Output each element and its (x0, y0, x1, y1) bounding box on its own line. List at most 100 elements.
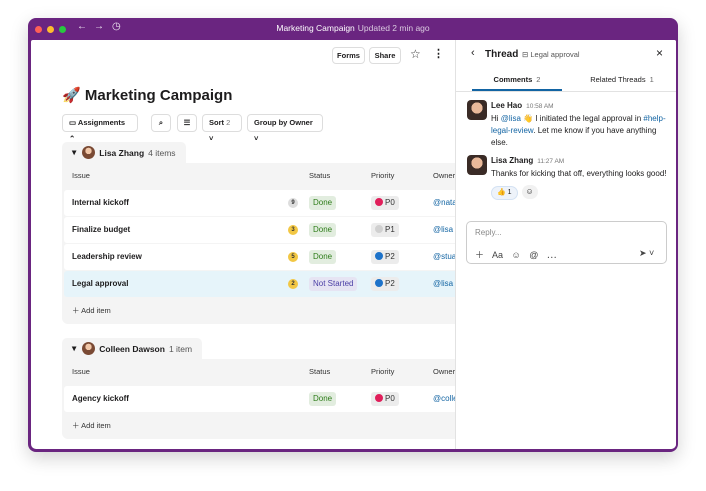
priority-label: P2 (385, 252, 395, 261)
add-item-label: Add item (81, 421, 111, 430)
star-icon[interactable]: ☆ (410, 47, 421, 61)
author-avatar (467, 100, 487, 120)
column-header: Owner (433, 171, 456, 180)
reply-placeholder: Reply... (475, 228, 502, 237)
plus-icon: ＋ (72, 306, 82, 315)
add-item-label: Add item (81, 306, 111, 315)
priority-pill: P2 (371, 250, 399, 264)
tab-count: 1 (649, 75, 654, 84)
priority-dot (375, 252, 383, 260)
text-run: 👋 I initiated the legal approval in (520, 114, 644, 123)
status-pill: Done (309, 250, 337, 264)
sort-button[interactable]: Sort 2 ˅ (202, 114, 242, 143)
group-button[interactable]: Group by Owner ˅ (247, 114, 323, 143)
priority-dot (375, 198, 383, 206)
priority-cell: P0 (371, 190, 399, 216)
issue-name: Finalize budget (72, 225, 131, 234)
groups: ▾ Lisa Zhang 4 items Issue Status Priority Own… (62, 142, 458, 439)
message: Lisa Zhang 11:27 AM Thanks for kicking tha… (467, 155, 672, 200)
message-header: Lisa Zhang 11:27 AM (491, 155, 672, 168)
status-cell: Done (309, 190, 337, 216)
back-icon[interactable]: ‹ (471, 47, 475, 59)
back-arrow[interactable]: ← (77, 21, 87, 32)
share-button[interactable]: Share (369, 47, 401, 64)
history-icon[interactable]: ◷ (112, 21, 121, 32)
owner-cell: @stua (433, 252, 457, 261)
column-header: Priority (371, 367, 395, 376)
updated-text: Updated 2 min ago (357, 23, 430, 33)
status-pill: Done (309, 223, 337, 237)
close-icon[interactable]: × (656, 46, 664, 60)
message-text: Hi @lisa 👋 I initiated the legal approva… (491, 113, 672, 149)
title-text: Marketing Campaign (276, 23, 355, 33)
column-header: Issue (72, 171, 90, 180)
page-title: Marketing Campaign (84, 87, 233, 104)
tab-divider (456, 91, 676, 92)
mention-link[interactable]: @lisa (500, 114, 521, 123)
add-item[interactable]: ＋ Add item (64, 298, 455, 324)
forward-arrow[interactable]: → (94, 21, 104, 32)
search-button[interactable]: ⌕ (151, 114, 171, 132)
thread-title: Thread (485, 49, 519, 60)
assignments-button[interactable]: ▭ Assignments ⌃ (62, 114, 138, 143)
author-avatar (467, 155, 487, 175)
column-header: Issue (72, 367, 90, 376)
issue-row[interactable]: Finalize budget 3 Done P1 @lisa (64, 217, 455, 243)
priority-pill: P1 (371, 223, 399, 237)
message-body: Lee Hao 10:58 AM Hi @lisa 👋 I initiated th… (491, 100, 672, 149)
issue-name: Legal approval (72, 279, 129, 288)
comment-badge: 3 (288, 225, 298, 235)
reaction[interactable]: 👍 1 (491, 186, 518, 200)
caret: ▾ (72, 147, 77, 157)
forms-button[interactable]: Forms (332, 47, 365, 64)
close-dot[interactable] (35, 26, 42, 33)
priority-pill: P2 (371, 277, 399, 291)
priority-dot (375, 394, 383, 402)
plus-icon: ＋ (72, 421, 82, 430)
minimize-dot[interactable] (47, 26, 54, 33)
status-cell: Done (309, 244, 337, 270)
caret: ▾ (72, 343, 77, 353)
issue-row[interactable]: Legal approval 2 Not Started P2 @lisa (64, 271, 455, 297)
reply-box[interactable]: Reply... ＋ Aa ☺ @ ⋯ ➤ ˅ (466, 221, 667, 264)
item-count: 4 items (148, 147, 176, 158)
priority-pill: P0 (371, 392, 399, 406)
tab-label: Related Threads (590, 75, 646, 84)
owner-cell: @colle (433, 394, 458, 403)
owner-avatar (82, 146, 96, 159)
group-header[interactable]: ▾ Colleen Dawson 1 item (62, 338, 203, 359)
active-tab-underline (472, 89, 562, 91)
issue-row[interactable]: Leadership review 5 Done P2 @stua (64, 244, 457, 270)
message-time: 10:58 AM (526, 103, 554, 110)
owner-avatar (82, 342, 96, 355)
tab-count: 2 (536, 75, 541, 84)
comments-tab[interactable]: Comments 2 (472, 75, 562, 84)
sort-label: Sort (209, 118, 224, 127)
add-reaction[interactable]: ☺ (521, 185, 538, 199)
related-tab[interactable]: Related Threads 1 (576, 75, 668, 84)
comment-badge: 9 (288, 198, 298, 208)
send-icon[interactable]: ➤ ˅ (639, 248, 655, 258)
group-header[interactable]: ▾ Lisa Zhang 4 items (62, 142, 186, 163)
mention-link[interactable]: #help-legal-review (491, 114, 666, 135)
author-name: Lisa Zhang (491, 156, 534, 165)
issue-row[interactable]: Internal kickoff 9 Done P0 @nata (64, 190, 457, 216)
zoom-dot[interactable] (59, 26, 66, 33)
message-body: Lisa Zhang 11:27 AM Thanks for kicking tha… (491, 155, 672, 200)
column-header: Status (309, 367, 331, 376)
owner-cell: @lisa (433, 279, 454, 288)
filter-button[interactable]: ☰ (177, 114, 197, 132)
more-icon[interactable]: ⋮ (433, 48, 444, 60)
priority-dot (375, 225, 383, 233)
message-text: Thanks for kicking that off, everything … (491, 168, 672, 180)
issue-name: Internal kickoff (72, 198, 129, 207)
priority-cell: P1 (371, 217, 399, 243)
page-heading: 🚀 Marketing Campaign (62, 86, 232, 104)
add-item[interactable]: ＋ Add item (64, 413, 455, 439)
composer-tools[interactable]: ＋ Aa ☺ @ ⋯ (475, 250, 557, 260)
issue-name: Leadership review (72, 252, 142, 261)
owner-name: Colleen Dawson (99, 343, 165, 354)
issue-row[interactable]: Agency kickoff Done P0 @colle (64, 386, 458, 412)
